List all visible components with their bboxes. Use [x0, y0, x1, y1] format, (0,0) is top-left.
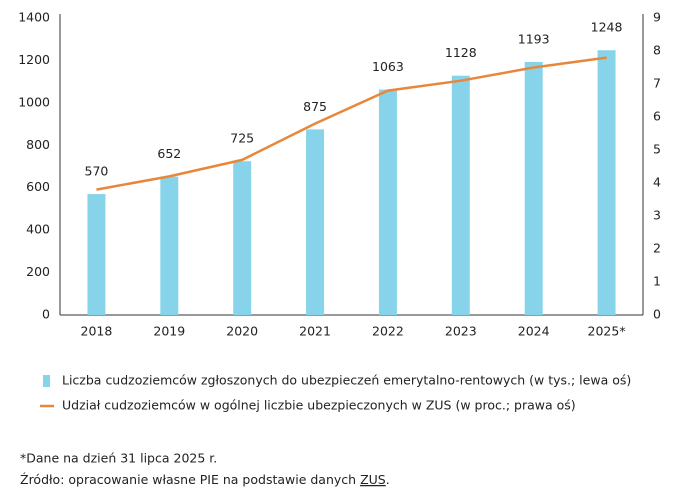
- y2-tick-label: 6: [653, 109, 661, 124]
- bar-value-label: 1063: [372, 59, 404, 74]
- y2-tick-label: 7: [653, 76, 661, 91]
- bar: [87, 194, 106, 315]
- bar: [160, 176, 179, 315]
- bar: [597, 50, 616, 315]
- y2-tick-label: 0: [653, 307, 661, 322]
- bar: [306, 129, 325, 315]
- x-tick-label: 2020: [226, 324, 258, 339]
- y2-tick-label: 2: [653, 241, 661, 256]
- bar-value-label: 1248: [591, 20, 623, 35]
- y2-tick-label: 4: [653, 175, 661, 190]
- y-tick-label: 400: [26, 222, 50, 237]
- y-tick-label: 1000: [18, 94, 50, 109]
- y2-tick-label: 5: [653, 142, 661, 157]
- legend-label: Liczba cudzoziemców zgłoszonych do ubezp…: [62, 373, 631, 388]
- y2-tick-label: 8: [653, 43, 661, 58]
- x-tick-label: 2024: [518, 324, 550, 339]
- source: Źródło: opracowanie własne PIE na podsta…: [20, 472, 390, 487]
- y-tick-label: 600: [26, 179, 50, 194]
- bar-value-label: 1193: [518, 31, 550, 46]
- line: [96, 56, 607, 191]
- footnote: *Dane na dzień 31 lipca 2025 r.: [20, 451, 217, 466]
- y-tick-label: 0: [42, 307, 50, 322]
- legend-swatch: [43, 375, 50, 387]
- bar-value-label: 725: [230, 131, 254, 146]
- y-tick-label: 1200: [18, 52, 50, 67]
- y-tick-label: 200: [26, 264, 50, 279]
- x-tick-label: 2021: [299, 324, 331, 339]
- x-tick-label: 2019: [153, 324, 185, 339]
- y-tick-label: 800: [26, 137, 50, 152]
- x-tick-label: 2025*: [588, 324, 626, 339]
- bar: [378, 89, 397, 315]
- bar-value-label: 875: [303, 99, 327, 114]
- bar: [451, 75, 470, 316]
- bar: [233, 161, 252, 315]
- x-tick-label: 2018: [81, 324, 113, 339]
- bar-value-label: 652: [157, 146, 181, 161]
- bar-value-label: 1128: [445, 45, 477, 60]
- bar: [524, 61, 543, 315]
- y-tick-label: 1400: [18, 10, 50, 25]
- legend-label: Udział cudzoziemców w ogólnej liczbie ub…: [62, 398, 576, 413]
- source-link[interactable]: ZUS: [360, 472, 386, 487]
- x-tick-label: 2023: [445, 324, 477, 339]
- source-prefix: Źródło: opracowanie własne PIE na podsta…: [20, 472, 356, 487]
- bar-value-label: 570: [85, 164, 109, 179]
- y2-tick-label: 1: [653, 274, 661, 289]
- y2-tick-label: 3: [653, 208, 661, 223]
- source-suffix: .: [386, 472, 390, 487]
- x-tick-label: 2022: [372, 324, 404, 339]
- y2-tick-label: 9: [653, 10, 661, 25]
